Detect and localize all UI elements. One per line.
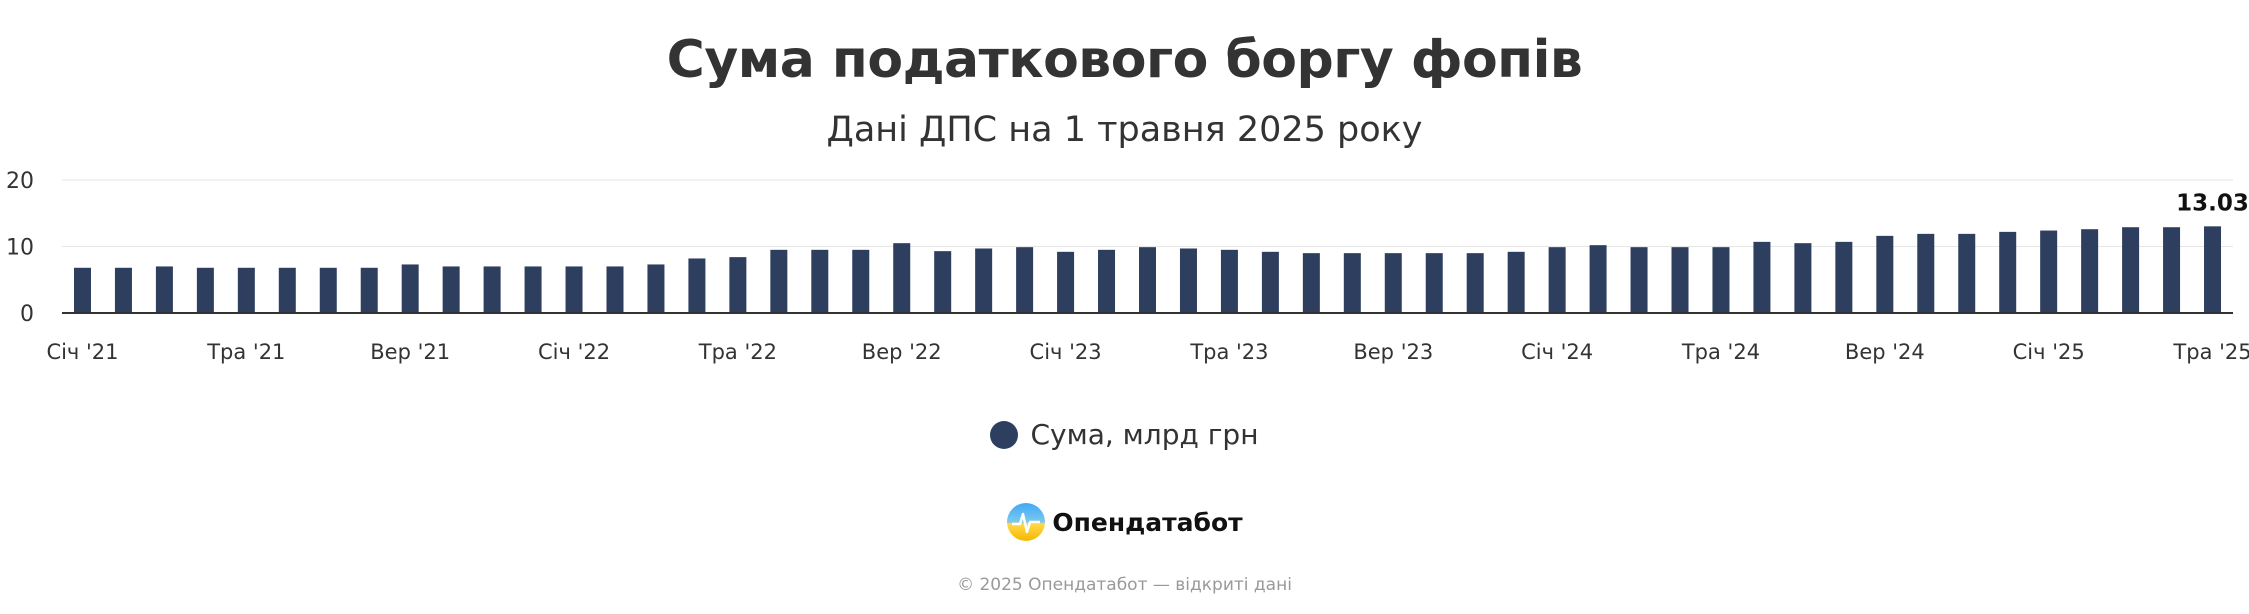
bar[interactable] [1261,251,1279,313]
brand-name: Опендатабот [1052,507,1243,537]
bar[interactable] [1876,235,1894,313]
bar[interactable] [2204,226,2222,313]
bar[interactable] [1835,241,1853,313]
bar[interactable] [1384,253,1402,313]
bar[interactable] [934,251,952,313]
copyright: © 2025 Опендатабот — відкриті дані [957,575,1292,595]
bar[interactable] [1098,249,1116,313]
bars [73,226,2222,313]
legend-label: Сума, млрд грн [1030,418,1259,451]
bar[interactable] [483,266,501,313]
y-tick-label: 10 [6,236,34,261]
bar[interactable] [647,264,665,313]
bar[interactable] [729,257,747,313]
bar[interactable] [1466,253,1484,313]
bar[interactable] [1302,253,1320,313]
bar[interactable] [893,243,911,313]
bar[interactable] [1630,247,1648,313]
gridlines [62,179,2233,247]
bar[interactable] [1016,247,1034,313]
chart-subtitle: Дані ДПС на 1 травня 2025 року [826,110,1423,150]
bar[interactable] [1139,247,1156,313]
bar[interactable] [1958,233,1976,313]
bar[interactable] [1507,251,1525,313]
x-axis-ticks: Січ '21 Тра '21 Вер '21 Січ '22 Тра '22 Вер '… [46,340,2249,364]
bar[interactable] [442,266,460,313]
x-tick-label: Вер '22 [862,340,942,364]
bar[interactable] [2122,227,2140,313]
x-tick-label: Січ '23 [1030,340,1102,364]
bar[interactable] [237,267,255,313]
y-tick-label: 0 [20,302,34,327]
bar[interactable] [1999,231,2017,313]
x-tick-label: Вер '23 [1353,340,1433,364]
bar[interactable] [770,249,788,313]
x-tick-label: Січ '25 [2013,340,2085,364]
x-tick-label: Вер '24 [1845,340,1925,364]
x-tick-label: Тра '22 [698,340,777,364]
x-tick-label: Вер '21 [370,340,450,364]
bar[interactable] [360,267,378,313]
bar[interactable] [73,267,91,313]
bar[interactable] [401,264,419,313]
legend[interactable]: Сума, млрд грн [0,418,2249,451]
data-label: 13.03 [2176,190,2249,216]
bar[interactable] [852,249,870,313]
bar[interactable] [278,267,296,313]
x-tick-label: Тра '23 [1189,340,1268,364]
bar[interactable] [1712,247,1730,313]
x-tick-label: Тра '24 [1681,340,1760,364]
x-tick-label: Січ '22 [538,340,610,364]
bar[interactable] [1548,247,1566,313]
bar[interactable] [1671,247,1689,313]
bar[interactable] [114,267,132,313]
brand[interactable]: Опендатабот [0,502,2249,542]
bar[interactable] [565,266,583,313]
x-tick-label: Тра '25 [2172,340,2249,364]
opendatabot-logo-icon [1007,503,1046,541]
bar[interactable] [975,248,993,313]
bar[interactable] [524,266,542,313]
bar[interactable] [2040,230,2058,313]
bar[interactable] [319,267,337,313]
bar[interactable] [811,249,829,313]
bar[interactable] [1057,251,1075,313]
bar[interactable] [1917,233,1935,313]
bar[interactable] [196,267,214,313]
y-axis-ticks: 0 10 20 [6,169,34,327]
legend-marker [990,420,1019,449]
bar[interactable] [2163,227,2181,313]
bar[interactable] [1753,241,1771,313]
bar[interactable] [1589,245,1607,313]
bar[interactable] [1220,249,1238,313]
bar[interactable] [1179,248,1197,313]
bar[interactable] [688,258,706,313]
data-labels: 13.03 [2176,190,2249,216]
bar[interactable] [606,266,624,313]
x-tick-label: Січ '24 [1521,340,1593,364]
y-tick-label: 20 [6,169,34,194]
x-tick-label: Січ '21 [46,340,118,364]
bar[interactable] [1425,253,1443,313]
x-tick-label: Тра '21 [206,340,285,364]
chart-title: Сума податкового боргу фопів [666,30,1583,90]
bar[interactable] [1343,253,1361,313]
bar-chart: 0 10 20 Січ '21 Тра '21 Вер '21 Січ '22 Тра '2… [6,169,2249,364]
bar[interactable] [155,266,173,313]
bar[interactable] [1794,243,1812,313]
bar[interactable] [2081,229,2099,313]
